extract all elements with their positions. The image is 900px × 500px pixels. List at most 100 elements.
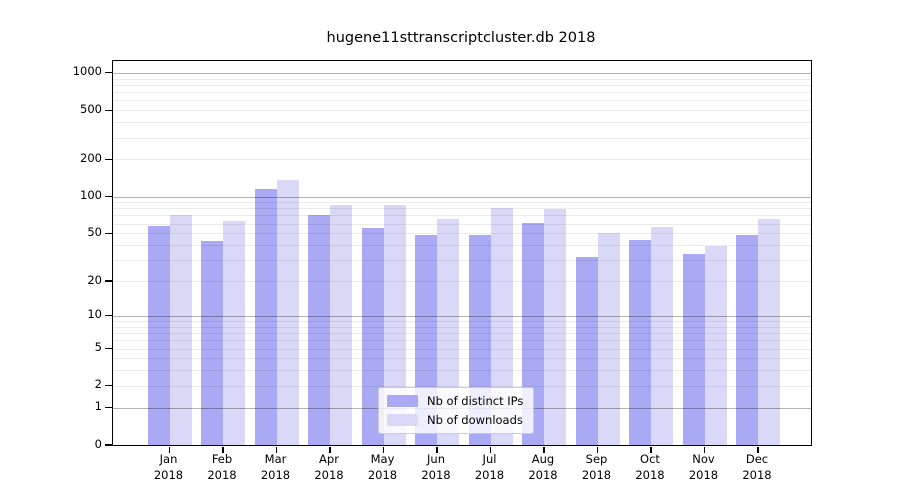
y-tick-label: 100 [80, 188, 102, 202]
legend-entry: Nb of downloads [387, 413, 523, 427]
bar-ips-jan [147, 226, 170, 445]
x-tick-label: May 2018 [353, 451, 413, 483]
minor-gridline [113, 215, 811, 217]
x-tick-year: 2018 [635, 468, 665, 482]
x-tick-label: Sep 2018 [567, 451, 627, 483]
y-tick-label: 5 [94, 340, 102, 354]
x-tick-month: Dec [745, 452, 769, 466]
bar-ips-oct [629, 240, 651, 445]
x-tick-label: Jul 2018 [460, 451, 520, 483]
x-tick-year: 2018 [474, 468, 505, 482]
x-axis-tick [168, 446, 171, 453]
x-axis-tick [275, 446, 278, 453]
x-axis-tick [382, 446, 385, 453]
x-axis-tick [757, 446, 759, 453]
x-tick-month: Jul [482, 452, 497, 466]
y-tick-label: 20 [87, 272, 102, 287]
minor-gridline [113, 233, 811, 235]
x-axis-tick [650, 446, 652, 453]
x-tick-year: 2018 [207, 468, 237, 482]
legend-swatch [387, 395, 418, 407]
x-tick-month: Mar [264, 452, 287, 466]
chart-title: hugene11sttranscriptcluster.db 2018 [326, 30, 596, 46]
x-tick-month: Jan [159, 452, 178, 466]
bar-downloads-dec [758, 219, 780, 445]
x-tick-year: 2018 [421, 468, 451, 482]
minor-gridline [113, 78, 811, 80]
x-tick-label: Feb 2018 [192, 451, 252, 483]
x-tick-label: Apr 2018 [299, 451, 359, 483]
x-tick-month: Feb [211, 452, 233, 466]
bar-downloads-may [383, 205, 406, 445]
y-axis-tick [105, 280, 112, 282]
y-axis-tick [105, 232, 112, 234]
x-axis-tick [329, 446, 331, 453]
x-axis-tick [703, 446, 706, 453]
legend-label: Nb of downloads [427, 413, 523, 427]
x-tick-month: Oct [640, 452, 660, 466]
bar-downloads-mar [276, 180, 299, 445]
y-axis-tick [105, 444, 112, 446]
minor-gridline [113, 92, 811, 94]
x-tick-month: Aug [531, 452, 555, 466]
minor-gridline [113, 208, 811, 210]
legend-swatch [387, 414, 418, 426]
major-gridline [113, 72, 811, 74]
y-tick-label: 200 [80, 150, 102, 165]
y-tick-label: 2 [94, 377, 102, 392]
x-tick-year: 2018 [688, 468, 719, 482]
bar-downloads-feb [223, 221, 245, 445]
legend-label: Nb of distinct IPs [427, 394, 524, 408]
legend: Nb of distinct IPs Nb of downloads [378, 387, 535, 434]
bar-downloads-nov [704, 246, 727, 445]
x-tick-year: 2018 [581, 468, 612, 482]
legend-entry: Nb of distinct IPs [387, 394, 523, 408]
y-axis-tick [105, 385, 112, 387]
x-axis-tick [596, 446, 599, 453]
minor-gridline [113, 110, 811, 112]
minor-gridline [113, 122, 811, 124]
x-tick-year: 2018 [314, 468, 344, 482]
minor-gridline [113, 84, 811, 86]
bar-ips-feb [201, 241, 223, 445]
minor-gridline [113, 100, 811, 102]
x-tick-label: Jun 2018 [406, 451, 466, 483]
x-tick-year: 2018 [153, 468, 184, 482]
y-tick-label: 50 [87, 224, 102, 239]
bar-ips-sep [575, 256, 598, 445]
minor-gridline [113, 202, 811, 204]
x-tick-year: 2018 [260, 468, 291, 482]
x-axis-tick [222, 446, 224, 453]
y-axis-tick [105, 407, 112, 409]
x-tick-month: May [370, 452, 395, 466]
y-tick-label: 500 [80, 101, 102, 116]
x-axis-tick [543, 446, 545, 453]
bar-downloads-aug [544, 209, 566, 445]
x-tick-month: Apr [319, 452, 339, 466]
x-tick-month: Jun [427, 452, 445, 466]
bar-downloads-oct [651, 227, 673, 445]
bar-downloads-sep [597, 233, 620, 445]
minor-gridline [113, 223, 811, 225]
y-axis-tick [105, 158, 112, 160]
bar-ips-apr [308, 215, 330, 445]
x-tick-label: Nov 2018 [674, 451, 734, 483]
x-tick-label: Jan 2018 [139, 451, 199, 483]
x-tick-label: Mar 2018 [246, 451, 306, 483]
bar-ips-nov [682, 253, 705, 445]
x-tick-year: 2018 [367, 468, 398, 482]
x-tick-month: Nov [692, 452, 715, 466]
y-tick-label: 0 [94, 436, 102, 451]
x-tick-label: Oct 2018 [620, 451, 680, 483]
bar-ips-dec [736, 235, 758, 445]
minor-gridline [113, 137, 811, 139]
y-tick-label: 1000 [72, 64, 102, 79]
y-tick-label: 10 [87, 307, 102, 322]
y-axis-tick [105, 195, 112, 198]
y-axis-tick [105, 72, 112, 74]
bar-downloads-jul [490, 208, 513, 445]
x-tick-label: Dec 2018 [727, 451, 787, 483]
minor-gridline [113, 159, 811, 161]
x-tick-label: Aug 2018 [513, 451, 573, 483]
